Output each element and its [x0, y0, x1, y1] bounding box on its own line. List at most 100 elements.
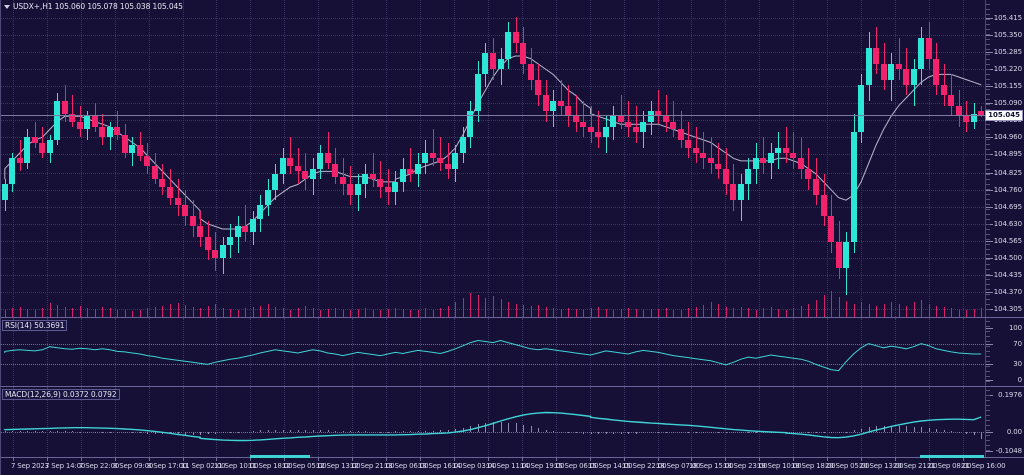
price-axis-minor-tick	[986, 139, 990, 140]
macd-histogram-bar	[350, 431, 351, 433]
rsi-axis-tick	[986, 364, 993, 365]
macd-plot-area[interactable]	[0, 387, 1024, 457]
time-axis-tick	[590, 458, 591, 461]
volume-bar	[305, 306, 306, 317]
chevron-down-icon[interactable]	[4, 5, 10, 9]
macd-panel[interactable]: 0.1976 0.00 -0.1048	[0, 387, 1024, 457]
horizontal-scrollbar-handle-right[interactable]	[920, 455, 984, 458]
macd-vertical-gridline	[386, 387, 387, 457]
price-axis-label: 105.090	[993, 99, 1022, 107]
candle-body	[114, 126, 120, 135]
time-axis-label: 11 Sep 02:00	[181, 462, 226, 470]
volume-bar	[854, 303, 855, 317]
rsi-vertical-gridline	[386, 318, 387, 386]
macd-histogram-bar	[155, 431, 156, 434]
macd-vertical-gridline	[250, 387, 251, 457]
macd-histogram-bar	[756, 431, 757, 433]
volume-bar	[959, 309, 960, 317]
macd-vertical-gridline	[284, 387, 285, 457]
macd-histogram-bar	[42, 431, 43, 433]
time-axis[interactable]: 7 Sep 2023 7 Sep 14:00 7 Sep 22:00 8 Sep 09…	[0, 455, 1024, 475]
time-axis-tick	[759, 458, 760, 461]
macd-histogram-bar	[215, 431, 216, 434]
macd-histogram-bar	[275, 429, 276, 432]
panel-divider-rsi-macd	[0, 386, 1024, 387]
volume-bar	[561, 309, 562, 317]
rsi-panel[interactable]: 100 70 30 0	[0, 318, 1024, 386]
time-axis-tick	[691, 458, 692, 461]
volume-bar	[748, 308, 749, 317]
time-axis-label: 15 Sep 22:00	[622, 462, 667, 470]
price-axis-minor-tick	[986, 239, 990, 240]
price-axis-tick	[986, 258, 993, 259]
rsi-axis-minor-tick	[986, 331, 990, 332]
candle-body	[175, 197, 181, 206]
volume-bar	[861, 302, 862, 317]
candle-body	[790, 153, 796, 159]
rsi-axis[interactable]: 100 70 30 0	[985, 318, 1024, 386]
time-axis-tick	[284, 458, 285, 461]
price-axis-label: 104.760	[993, 186, 1022, 194]
rsi-vertical-gridline	[250, 318, 251, 386]
volume-bar	[117, 309, 118, 317]
macd-axis-minor-tick	[986, 405, 990, 406]
price-axis-minor-tick	[986, 184, 990, 185]
macd-vertical-gridline	[658, 387, 659, 457]
macd-histogram-bar	[636, 431, 637, 434]
candle-wick	[170, 168, 171, 206]
rsi-plot-area[interactable]	[0, 318, 1024, 386]
macd-vertical-gridline	[691, 387, 692, 457]
time-axis-tick	[793, 458, 794, 461]
volume-bar	[253, 307, 254, 317]
volume-bar	[824, 295, 825, 317]
price-vertical-gridline	[522, 0, 523, 317]
time-axis-tick	[963, 458, 964, 461]
candle-wick	[696, 126, 697, 164]
macd-histogram-bar	[335, 430, 336, 432]
time-axis-label: 12 Sep 21:00	[350, 462, 395, 470]
macd-axis[interactable]: 0.1976 0.00 -0.1048	[985, 387, 1024, 457]
macd-histogram-bar	[27, 431, 28, 433]
candle-body	[467, 111, 473, 138]
volume-bar	[538, 305, 539, 317]
macd-histogram-bar	[703, 431, 704, 433]
time-axis-label: 13 Sep 16:00	[418, 462, 463, 470]
price-vertical-gridline	[725, 0, 726, 317]
macd-axis-tick	[986, 432, 993, 433]
candle-body	[182, 205, 188, 216]
price-plot-area[interactable]	[0, 0, 1024, 317]
macd-histogram-bar	[87, 431, 88, 433]
price-chart-panel[interactable]: 105.415 105.350 105.285 105.220 105.155 105.0…	[0, 0, 1024, 317]
macd-histogram-bar	[253, 431, 254, 433]
price-axis-tick	[986, 103, 993, 104]
price-vertical-gridline	[216, 0, 217, 317]
volume-bar	[621, 309, 622, 317]
time-axis-label: 7 Sep 14:00	[45, 462, 86, 470]
time-axis-label: 18 Sep 07:00	[656, 462, 701, 470]
rsi-axis-minor-tick	[986, 371, 990, 372]
macd-vertical-gridline	[827, 387, 828, 457]
macd-histogram-bar	[748, 431, 749, 433]
candle-body	[700, 153, 706, 159]
candle-body	[430, 153, 436, 159]
macd-vertical-gridline	[793, 387, 794, 457]
price-axis[interactable]: 105.415 105.350 105.285 105.220 105.155 105.0…	[985, 0, 1024, 317]
time-axis-label: 15 Sep 14:00	[588, 462, 633, 470]
macd-histogram-bar	[929, 428, 930, 432]
volume-bar	[884, 303, 885, 317]
macd-histogram-bar	[921, 427, 922, 432]
price-vertical-gridline	[658, 0, 659, 317]
candle-body	[798, 158, 804, 169]
horizontal-scrollbar-handle[interactable]	[250, 455, 310, 458]
macd-histogram-bar	[869, 427, 870, 432]
macd-axis-minor-tick	[986, 440, 990, 441]
candle-body	[580, 121, 586, 127]
candle-body	[888, 63, 894, 80]
price-axis-tick	[986, 35, 993, 36]
time-axis-label: 18 Sep 15:00	[689, 462, 734, 470]
price-axis-minor-tick	[986, 124, 990, 125]
candle-wick	[576, 95, 577, 133]
price-axis-minor-tick	[986, 74, 990, 75]
macd-histogram-bar	[561, 431, 562, 433]
macd-histogram-bar	[313, 429, 314, 432]
